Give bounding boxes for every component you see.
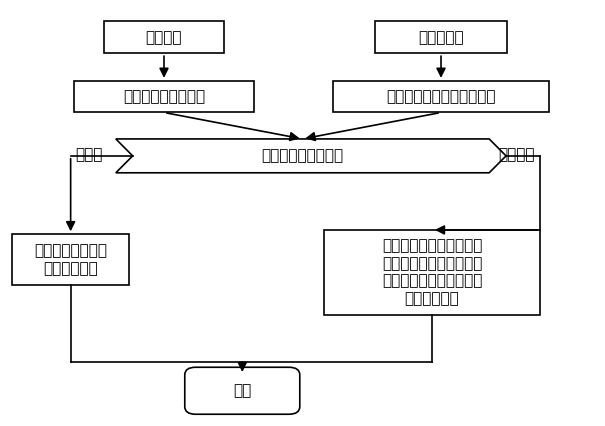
Text: 线束中线与线之间连接关
系不正确，且按矩阵中非
零元素的位置找到连接不
正确的线编号: 线束中线与线之间连接关 系不正确，且按矩阵中非 零元素的位置找到连接不 正确的线… [382, 239, 482, 306]
Text: 零矩阵: 零矩阵 [75, 147, 102, 162]
Polygon shape [116, 139, 506, 173]
Text: 标准线束: 标准线束 [146, 30, 182, 45]
FancyBboxPatch shape [74, 81, 254, 112]
FancyBboxPatch shape [12, 234, 129, 285]
Text: 结束: 结束 [233, 383, 252, 398]
FancyBboxPatch shape [104, 21, 224, 53]
FancyBboxPatch shape [324, 230, 540, 314]
Text: 线束中线与线之间
连接关系正确: 线束中线与线之间 连接关系正确 [34, 243, 107, 276]
Text: 将两个关系矩阵相减: 将两个关系矩阵相减 [261, 148, 344, 163]
FancyBboxPatch shape [333, 81, 549, 112]
Text: 非零矩阵: 非零矩阵 [498, 147, 535, 162]
Text: 待检测线束: 待检测线束 [418, 30, 464, 45]
Text: 映射成待检测线束关系矩阵: 映射成待检测线束关系矩阵 [386, 89, 495, 104]
FancyBboxPatch shape [185, 367, 300, 414]
FancyBboxPatch shape [374, 21, 507, 53]
Text: 映射成标准关系矩阵: 映射成标准关系矩阵 [123, 89, 205, 104]
